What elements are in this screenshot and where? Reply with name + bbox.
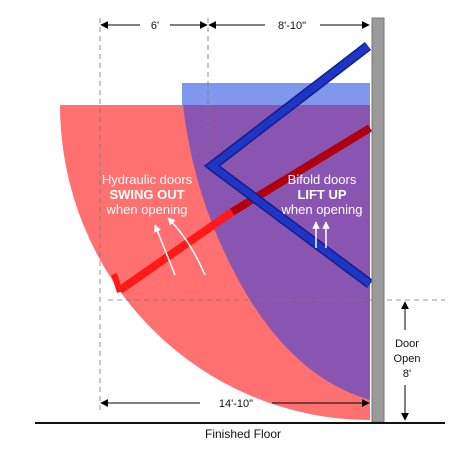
door-open-label: Open (394, 353, 421, 365)
hydraulic-label: SWING OUT (109, 187, 184, 202)
dimension-lines (100, 21, 409, 421)
bifold-door (206, 43, 373, 287)
dimension-label: 14'-10" (219, 398, 253, 410)
bifold-label: Bifold doors (288, 172, 357, 187)
door-open-label: 8' (403, 368, 411, 380)
bifold-label: LIFT UP (297, 187, 346, 202)
door (117, 208, 235, 294)
dimension-label: 8'-10" (278, 20, 306, 32)
annotation-arrows (154, 217, 330, 276)
bifold-label: when opening (281, 202, 363, 217)
hydraulic-label: when opening (106, 202, 188, 217)
door (111, 273, 123, 293)
door-open-label: Door (395, 338, 419, 350)
wall (371, 17, 385, 423)
floor-label: Finished Floor (205, 427, 281, 441)
dimension-label: 6' (151, 20, 159, 32)
lift-band (182, 83, 370, 108)
guides (99, 18, 445, 412)
hydraulic-label: Hydraulic doors (102, 172, 193, 187)
